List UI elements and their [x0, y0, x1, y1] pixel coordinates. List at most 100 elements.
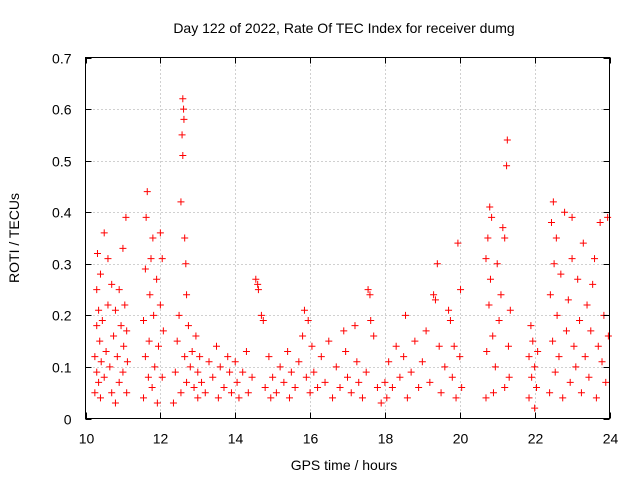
- data-point: [153, 399, 161, 407]
- data-point: [559, 394, 567, 402]
- data-point: [321, 378, 329, 386]
- data-point: [96, 337, 104, 345]
- y-axis-label: ROTI / TECUs: [6, 193, 22, 283]
- data-point: [576, 317, 584, 325]
- data-point: [594, 342, 602, 350]
- grid-lines: [85, 57, 610, 419]
- data-point: [216, 363, 224, 371]
- data-point: [546, 389, 554, 397]
- data-point: [175, 311, 183, 319]
- data-point: [528, 373, 536, 381]
- data-point: [265, 353, 273, 361]
- data-point: [546, 291, 554, 299]
- data-point: [242, 347, 250, 355]
- data-point: [299, 332, 307, 340]
- data-point: [140, 394, 148, 402]
- plot-frame: [85, 57, 610, 419]
- data-point: [119, 244, 127, 252]
- data-point: [154, 342, 162, 350]
- data-point: [100, 373, 108, 381]
- data-point: [317, 353, 325, 361]
- data-point: [272, 389, 280, 397]
- data-point: [422, 327, 430, 335]
- data-point: [604, 213, 612, 221]
- data-point: [342, 347, 350, 355]
- data-point: [181, 353, 189, 361]
- data-point: [373, 384, 381, 392]
- data-point: [370, 332, 378, 340]
- data-point: [117, 322, 125, 330]
- x-tick-label: 22: [528, 431, 544, 447]
- data-point: [364, 286, 372, 294]
- data-point: [489, 332, 497, 340]
- data-point: [220, 384, 228, 392]
- data-point: [527, 322, 535, 330]
- data-point: [257, 311, 265, 319]
- data-point: [504, 342, 512, 350]
- data-point: [179, 95, 187, 103]
- data-point: [108, 389, 116, 397]
- data-point: [98, 317, 106, 325]
- data-point: [314, 384, 322, 392]
- data-point: [153, 275, 161, 283]
- data-point: [280, 378, 288, 386]
- data-point: [499, 224, 507, 232]
- data-point: [392, 342, 400, 350]
- data-point: [564, 296, 572, 304]
- data-point: [121, 301, 129, 309]
- data-point: [93, 286, 101, 294]
- data-point: [291, 384, 299, 392]
- data-point: [454, 239, 462, 247]
- data-point: [366, 291, 374, 299]
- data-point: [525, 353, 533, 361]
- data-point: [173, 337, 181, 345]
- data-point: [304, 317, 312, 325]
- data-points: [91, 95, 612, 412]
- data-point: [213, 342, 220, 350]
- data-point: [91, 353, 99, 361]
- data-point: [388, 384, 396, 392]
- data-point: [415, 384, 423, 392]
- data-point: [93, 249, 101, 257]
- data-point: [592, 394, 600, 402]
- data-point: [458, 384, 466, 392]
- data-point: [180, 115, 188, 123]
- data-point: [276, 363, 284, 371]
- data-point: [493, 260, 501, 268]
- data-point: [596, 219, 604, 227]
- data-point: [169, 399, 177, 407]
- data-point: [585, 373, 593, 381]
- data-point: [529, 337, 537, 345]
- data-point: [141, 265, 149, 273]
- data-point: [302, 373, 310, 381]
- data-point: [503, 162, 511, 170]
- x-tick-label: 14: [228, 431, 244, 447]
- data-point: [123, 389, 131, 397]
- data-point: [93, 322, 101, 330]
- data-point: [358, 394, 366, 402]
- data-point: [108, 280, 116, 288]
- data-point: [310, 368, 318, 376]
- data-point: [347, 389, 355, 397]
- data-point: [534, 347, 542, 355]
- x-tick-labels: 10 12 14 16 18 20 22 24: [79, 431, 619, 447]
- data-point: [531, 363, 539, 371]
- data-point: [104, 255, 112, 263]
- data-point: [505, 373, 513, 381]
- data-point: [430, 291, 438, 299]
- data-point: [148, 384, 156, 392]
- data-point: [583, 301, 591, 309]
- data-point: [484, 234, 492, 242]
- data-point: [95, 378, 103, 386]
- data-point: [355, 378, 363, 386]
- y-tick-label: 0.4: [52, 205, 72, 221]
- data-point: [123, 358, 131, 366]
- data-point: [141, 353, 149, 361]
- data-point: [295, 358, 303, 366]
- data-point: [581, 353, 589, 361]
- data-point: [486, 203, 494, 211]
- data-point: [205, 358, 213, 366]
- data-point: [525, 394, 533, 402]
- data-point: [115, 286, 123, 294]
